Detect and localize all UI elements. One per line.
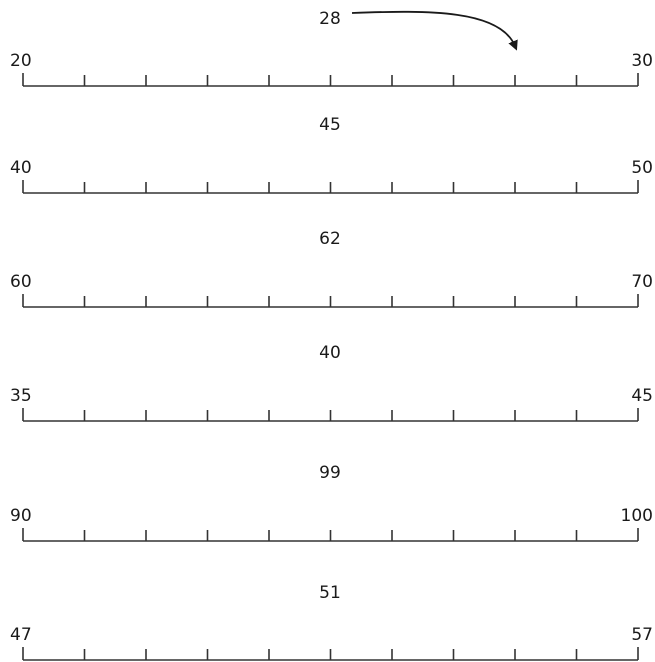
number-line: 20 30 28	[10, 9, 653, 87]
end-label: 50	[631, 158, 653, 178]
target-number: 51	[319, 583, 341, 603]
end-label: 70	[631, 272, 653, 292]
curved-arrow	[351, 10, 518, 51]
target-number: 45	[319, 115, 341, 135]
start-label: 40	[10, 158, 32, 178]
number-line: 47 57 51	[10, 583, 653, 661]
end-label: 100	[621, 506, 653, 526]
number-line: 40 50 45	[10, 115, 653, 194]
start-label: 90	[10, 506, 32, 526]
target-number: 28	[319, 9, 341, 29]
target-number: 40	[319, 343, 341, 363]
number-line: 90 100 99	[10, 463, 653, 542]
start-label: 20	[10, 51, 32, 71]
number-line: 60 70 62	[10, 229, 653, 308]
number-line: 35 45 40	[10, 343, 653, 422]
start-label: 60	[10, 272, 32, 292]
end-label: 30	[631, 51, 653, 71]
end-label: 45	[631, 386, 653, 406]
start-label: 35	[10, 386, 32, 406]
start-label: 47	[10, 625, 32, 645]
target-number: 99	[319, 463, 341, 483]
end-label: 57	[631, 625, 653, 645]
target-number: 62	[319, 229, 341, 249]
